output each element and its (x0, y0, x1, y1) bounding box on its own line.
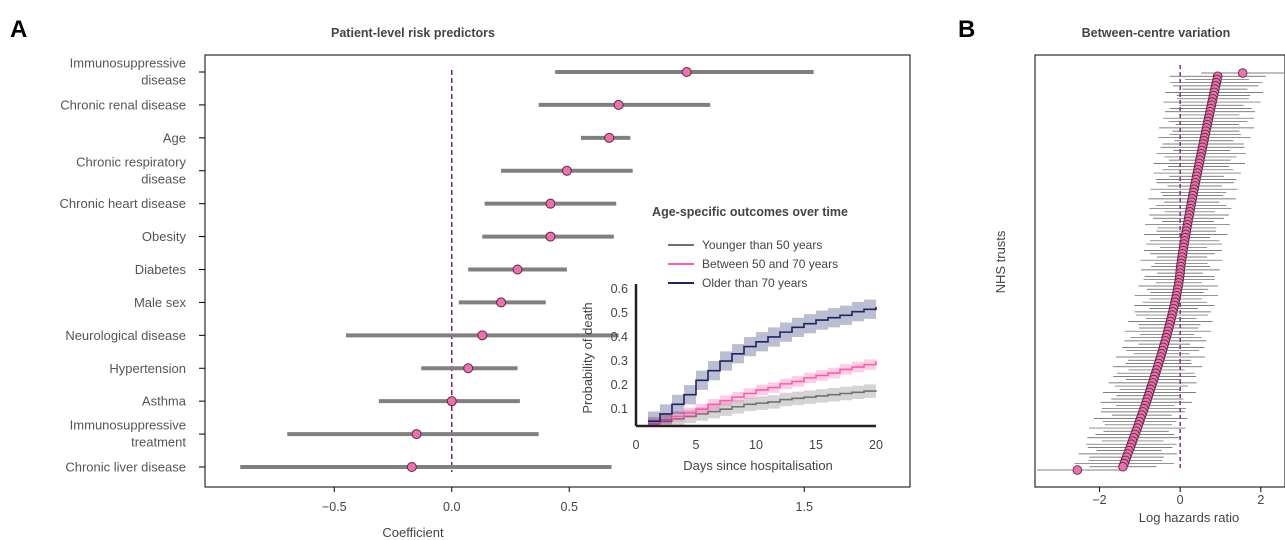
panel-b-y-axis-label: NHS trusts (993, 230, 1008, 293)
point-estimate-marker (512, 264, 523, 275)
point-estimate-marker (561, 165, 572, 176)
panel-b-content: −2 0 2 (1037, 65, 1284, 507)
category-label: Immunosuppressive (70, 418, 186, 433)
point-estimate-marker (411, 429, 422, 440)
panel-letter-b: B (958, 16, 975, 43)
series-line-1 (648, 361, 877, 425)
legend-entry: Between 50 and 70 years (702, 257, 838, 271)
category-label: Age (163, 130, 186, 145)
panel-a-forest-plot: Patient-level risk predictors Immunosupp… (60, 26, 911, 540)
point-estimate-marker (681, 67, 692, 77)
point-estimate-marker (604, 132, 615, 143)
inset-content: Younger than 50 years Between 50 and 70 y… (611, 238, 883, 452)
point-estimate-marker (545, 198, 556, 209)
category-label: Chronic liver disease (65, 460, 186, 475)
panel-a-content: Immunosuppressive disease Chronic renal di… (60, 56, 814, 514)
point-estimate-marker (446, 396, 457, 407)
inset-y-tick-label: 0.1 (611, 402, 628, 416)
trust-estimate-marker (1237, 68, 1248, 78)
panel-b-caterpillar-plot: Between-centre variation −2 0 2 Log hazard… (993, 26, 1285, 525)
category-label: Chronic renal disease (60, 97, 186, 112)
legend-entry: Younger than 50 years (702, 238, 822, 252)
confidence-band-0 (648, 383, 876, 426)
series-line-0 (648, 390, 877, 425)
confidence-band-2 (648, 297, 876, 426)
x-tick-label: 0.0 (443, 500, 460, 514)
point-estimate-marker (477, 330, 488, 341)
point-estimate-marker (545, 231, 556, 242)
inset-x-tick-label: 0 (633, 438, 640, 452)
x-tick-label: 0.5 (561, 500, 578, 514)
inset-x-tick-label: 5 (693, 438, 700, 452)
trust-estimate-marker (1072, 465, 1083, 475)
panel-letter-a: A (10, 16, 27, 43)
x-tick-label: 0 (1177, 493, 1184, 507)
x-tick-label: −2 (1092, 493, 1106, 507)
inset-y-tick-label: 0.2 (611, 378, 628, 392)
panel-b-x-axis-label: Log hazards ratio (1139, 510, 1239, 525)
point-estimate-marker (406, 462, 417, 472)
category-label: Chronic heart disease (60, 196, 186, 211)
category-label: disease (141, 171, 186, 186)
x-tick-label: −0.5 (322, 500, 347, 514)
inset-x-tick-label: 15 (809, 438, 823, 452)
panel-a-frame (204, 54, 911, 488)
category-label: Diabetes (135, 262, 187, 277)
x-tick-label: 1.5 (796, 500, 813, 514)
inset-x-axis-label: Days since hospitalisation (683, 458, 833, 473)
category-label: Chronic respiratory (76, 154, 186, 169)
category-label: Male sex (134, 295, 187, 310)
inset-x-tick-label: 10 (749, 438, 763, 452)
panel-b-title: Between-centre variation (1082, 26, 1231, 40)
panel-b-frame (1034, 54, 1285, 488)
inset-x-tick-label: 20 (869, 438, 883, 452)
inset-survival-chart: Age-specific outcomes over time Younger … (580, 205, 883, 473)
category-label: Asthma (142, 394, 187, 409)
point-estimate-marker (463, 363, 474, 374)
point-estimate-marker (613, 99, 624, 110)
category-label: disease (141, 73, 186, 88)
inset-y-tick-label: 0.4 (611, 330, 628, 344)
category-label: Immunosuppressive (70, 56, 186, 71)
trust-estimate-marker (1118, 462, 1128, 472)
inset-y-axis-label: Probability of death (580, 302, 595, 413)
legend-entry: Older than 70 years (702, 276, 807, 290)
inset-y-tick-label: 0.6 (611, 282, 628, 296)
x-tick-label: 2 (1257, 493, 1264, 507)
panel-a-title: Patient-level risk predictors (331, 26, 495, 40)
series-line-2 (648, 306, 877, 422)
panel-a-x-axis-label: Coefficient (382, 525, 444, 540)
inset-y-tick-label: 0.3 (611, 354, 628, 368)
point-estimate-marker (496, 297, 507, 308)
category-label: Neurological disease (65, 328, 186, 343)
category-label: treatment (131, 435, 186, 450)
category-label: Hypertension (109, 361, 186, 376)
category-label: Obesity (142, 229, 187, 244)
inset-title: Age-specific outcomes over time (652, 205, 848, 219)
inset-y-tick-label: 0.5 (611, 306, 628, 320)
